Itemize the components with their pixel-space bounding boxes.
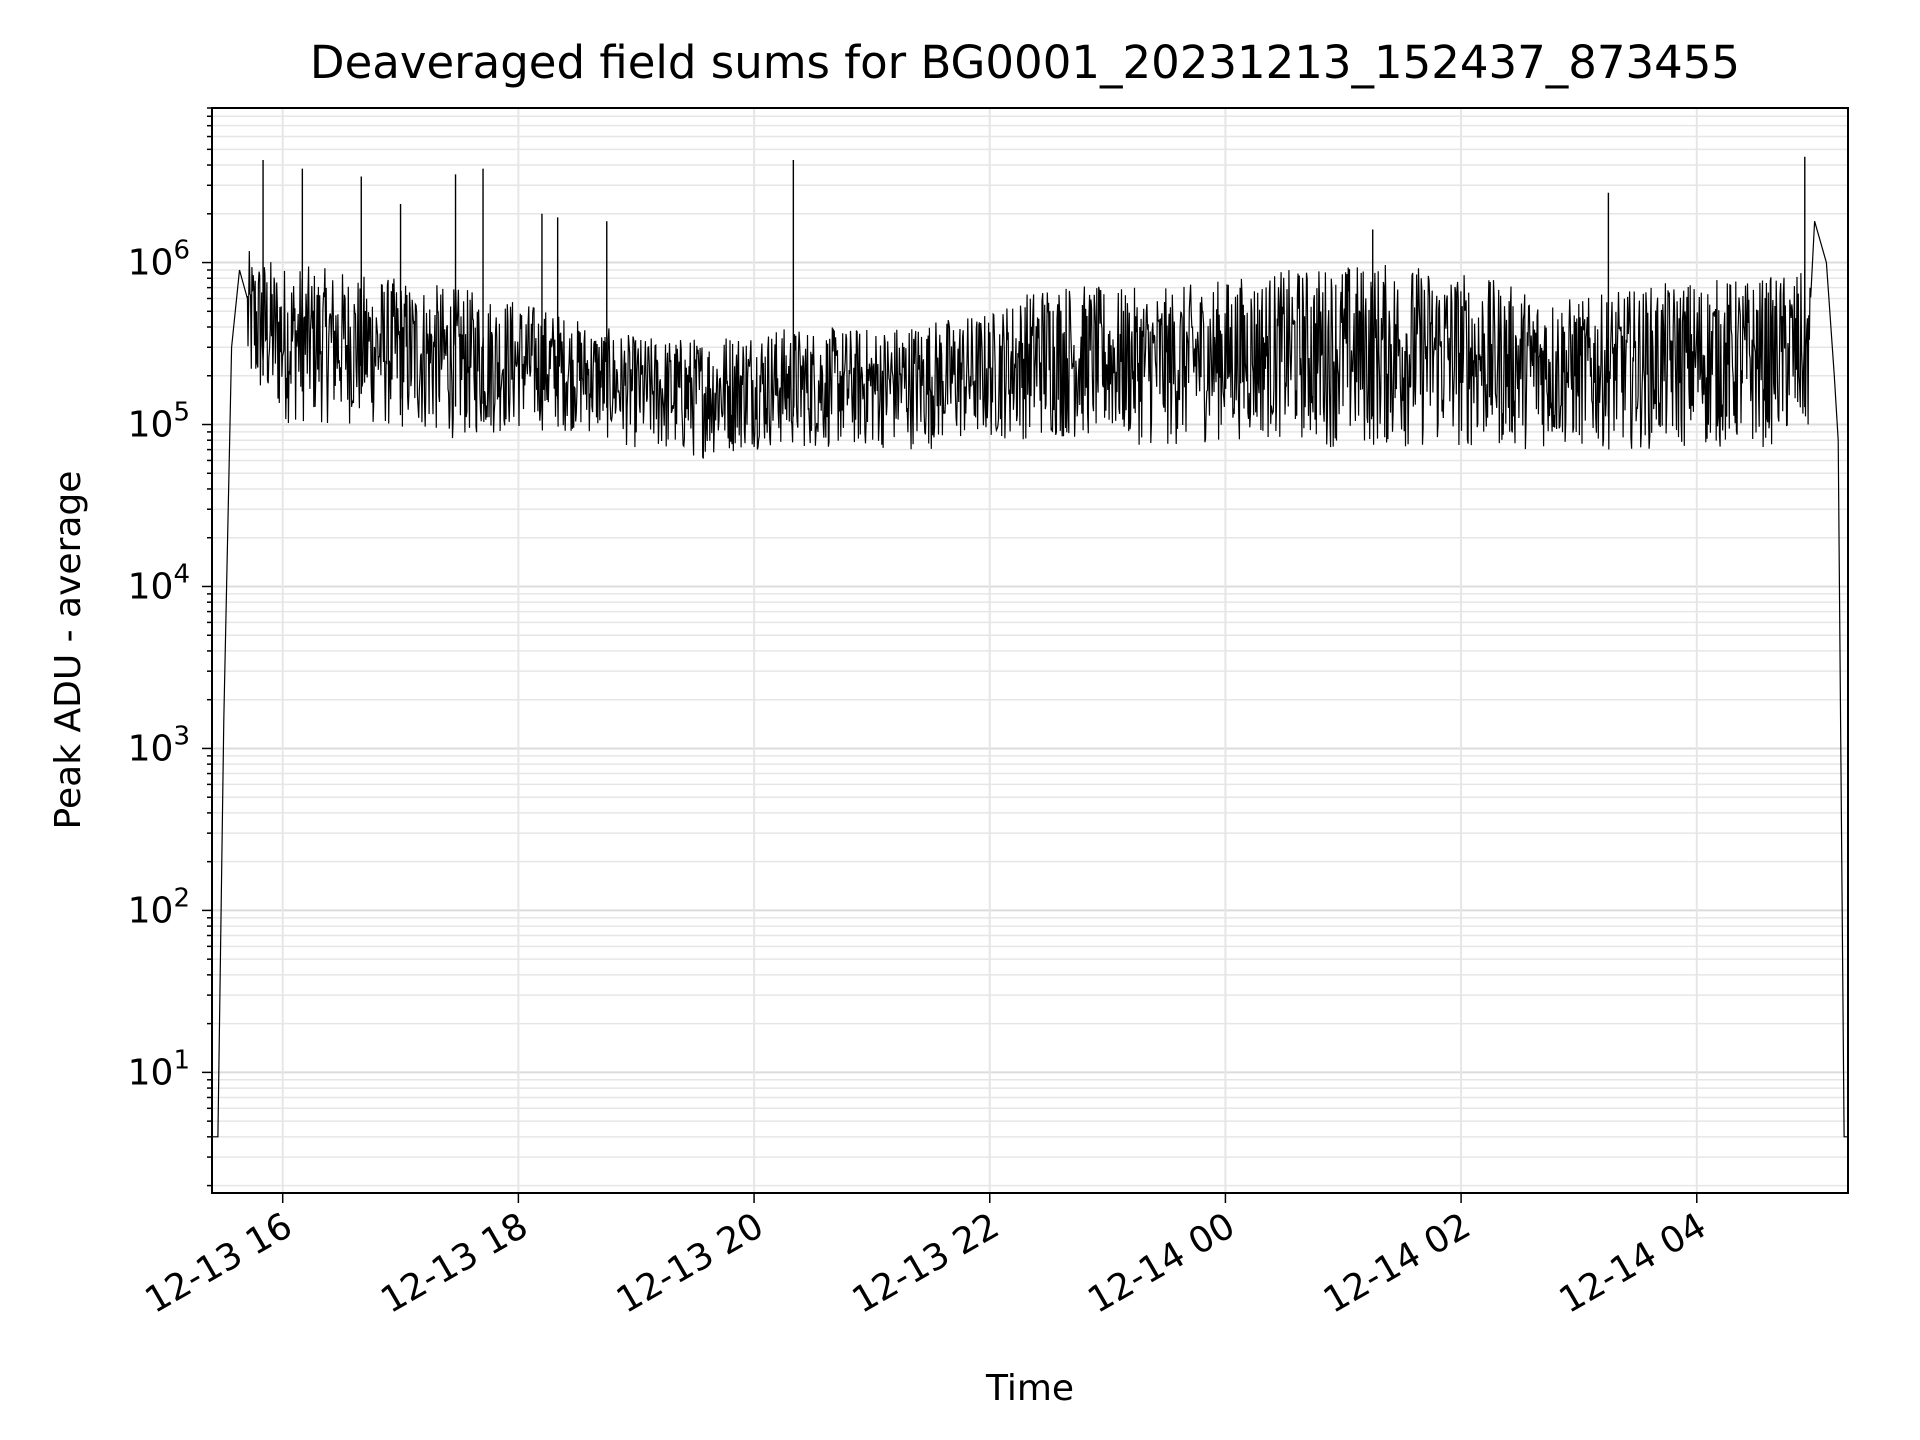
y-tick-exponent: 6 [173, 236, 190, 266]
series-line [212, 221, 1848, 1138]
y-tick-base: 10 [128, 890, 174, 931]
y-tick-label: 102 [128, 883, 190, 931]
y-tick-exponent: 3 [173, 721, 190, 751]
y-tick-label: 104 [128, 559, 190, 607]
y-tick-base: 10 [128, 728, 174, 769]
y-tick-label: 106 [128, 236, 190, 284]
y-tick-label: 101 [128, 1045, 190, 1093]
series-group [212, 156, 1848, 1138]
y-tick-label: 103 [128, 721, 190, 769]
y-tick-exponent: 2 [173, 883, 190, 913]
y-tick-exponent: 4 [173, 559, 190, 589]
y-tick-base: 10 [128, 405, 174, 446]
x-axis-label: Time [985, 1368, 1074, 1409]
grid [212, 107, 1848, 1193]
y-axis-label: Peak ADU - average [48, 471, 89, 830]
y-tick-exponent: 5 [173, 398, 190, 428]
chart-title: Deaveraged field sums for BG0001_2023121… [310, 36, 1740, 89]
y-tick-exponent: 1 [173, 1045, 190, 1075]
y-tick-label: 105 [128, 398, 190, 446]
y-tick-base: 10 [128, 1052, 174, 1093]
y-tick-base: 10 [128, 566, 174, 607]
y-tick-base: 10 [128, 243, 174, 284]
